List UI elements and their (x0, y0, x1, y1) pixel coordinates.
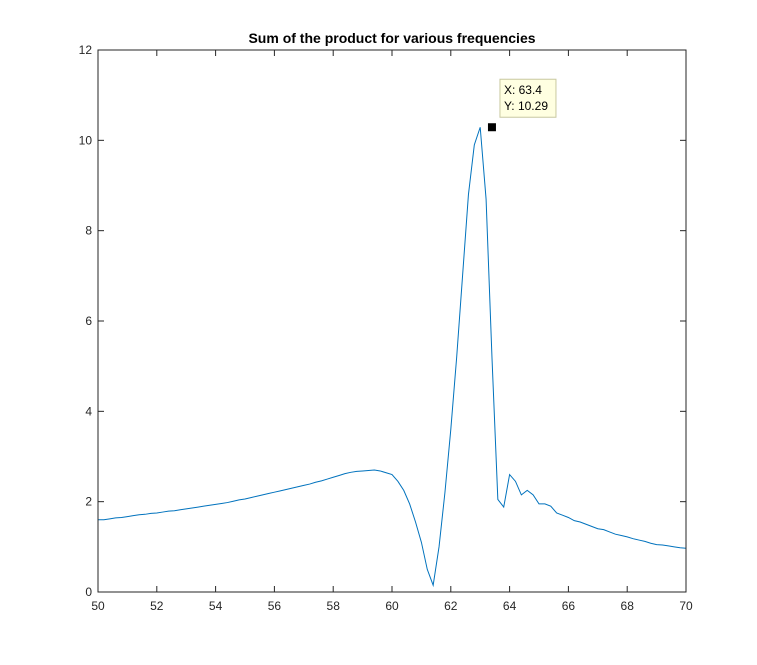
axes-box (97, 49, 687, 593)
y-tick-label: 4 (85, 404, 92, 418)
y-tick-label: 6 (85, 314, 92, 328)
y-tick-label: 12 (79, 43, 93, 57)
x-tick-label: 68 (621, 599, 635, 613)
axes-background[interactable] (98, 50, 686, 592)
y-tick-labels: 0 2 4 6 8 10 12 (79, 43, 93, 599)
y-tick-label: 2 (85, 495, 92, 509)
x-tick-label: 62 (444, 599, 458, 613)
x-tick-label: 64 (503, 599, 517, 613)
x-tick-label: 52 (150, 599, 164, 613)
x-tick-label: 60 (385, 599, 399, 613)
x-tick-label: 66 (562, 599, 576, 613)
datatip[interactable]: X: 63.4 Y: 10.29 (487, 78, 557, 132)
datatip-x-label: X: 63.4 (504, 83, 542, 97)
chart-title: Sum of the product for various frequenci… (248, 30, 535, 46)
data-series-line[interactable] (98, 127, 687, 588)
x-tick-label: 70 (679, 599, 693, 613)
datatip-box (499, 78, 557, 118)
y-tick-label: 8 (85, 224, 92, 238)
y-tick-label: 0 (85, 585, 92, 599)
x-tick-label: 54 (209, 599, 223, 613)
y-tick-label: 10 (79, 133, 93, 147)
datatip-y-label: Y: 10.29 (504, 99, 548, 113)
x-tick-label: 56 (268, 599, 282, 613)
x-tick-label: 58 (327, 599, 341, 613)
datatip-marker[interactable] (487, 123, 496, 132)
x-tick-labels: 50 52 54 56 58 60 62 64 66 68 70 (91, 599, 693, 613)
x-tick-label: 50 (91, 599, 105, 613)
